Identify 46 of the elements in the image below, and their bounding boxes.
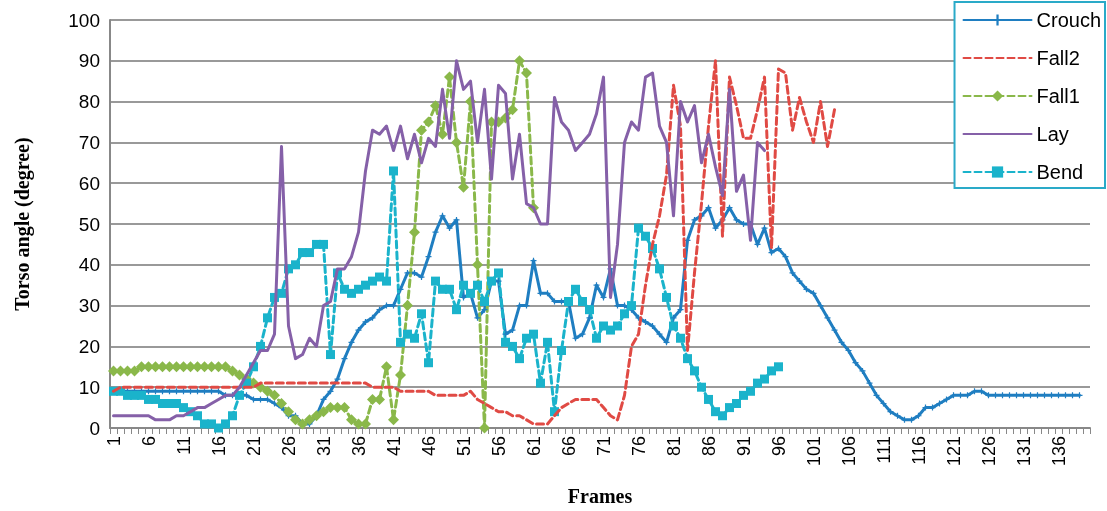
x-tick-label: 101 <box>803 436 824 467</box>
x-tick-label: 111 <box>873 436 894 464</box>
legend-label: Bend <box>1036 161 1084 183</box>
x-tick-label: 56 <box>488 436 509 457</box>
y-axis-title: Torso angle (degree) <box>11 137 34 311</box>
x-tick-label: 11 <box>173 436 194 455</box>
y-tick-label: 10 <box>78 376 100 398</box>
x-tick-label: 71 <box>593 436 614 457</box>
y-tick-label: 80 <box>78 91 100 113</box>
x-tick-label: 61 <box>523 436 544 457</box>
y-tick-label: 70 <box>78 131 100 153</box>
y-tick-label: 0 <box>89 417 100 439</box>
x-tick-label: 106 <box>838 436 859 467</box>
x-tick-label: 91 <box>733 436 754 457</box>
x-tick-label: 21 <box>243 436 264 457</box>
x-tick-label: 6 <box>138 436 159 447</box>
legend-label: Lay <box>1036 123 1069 145</box>
legend-label: Crouch <box>1036 9 1102 31</box>
x-tick-label: 16 <box>208 436 229 457</box>
x-tick-label: 76 <box>628 436 649 457</box>
x-tick-label: 1 <box>103 436 124 447</box>
x-tick-label: 86 <box>698 436 719 457</box>
y-tick-label: 20 <box>78 335 100 357</box>
x-tick-label: 136 <box>1048 436 1069 467</box>
x-axis-title: Frames <box>567 485 633 507</box>
legend-label: Fall1 <box>1036 85 1080 107</box>
x-tick-label: 96 <box>768 436 789 457</box>
x-tick-label: 46 <box>418 436 439 457</box>
x-tick-label: 131 <box>1013 436 1034 467</box>
y-tick-label: 100 <box>68 9 100 31</box>
x-tick-label: 126 <box>978 436 999 467</box>
y-tick-label: 40 <box>78 254 100 276</box>
x-tick-label: 116 <box>908 436 929 465</box>
y-tick-label: 50 <box>78 213 100 235</box>
x-tick-label: 36 <box>348 436 369 457</box>
y-tick-label: 30 <box>78 295 100 317</box>
x-tick-label: 81 <box>663 436 684 457</box>
x-tick-label: 41 <box>383 436 404 457</box>
x-tick-label: 66 <box>558 436 579 457</box>
y-tick-label: 90 <box>78 50 100 72</box>
y-tick-label: 60 <box>78 172 100 194</box>
x-tick-label: 31 <box>313 436 334 457</box>
legend-label: Fall2 <box>1036 47 1080 69</box>
x-tick-label: 51 <box>453 436 474 457</box>
x-tick-label: 26 <box>278 436 299 457</box>
x-tick-label: 121 <box>943 436 964 467</box>
